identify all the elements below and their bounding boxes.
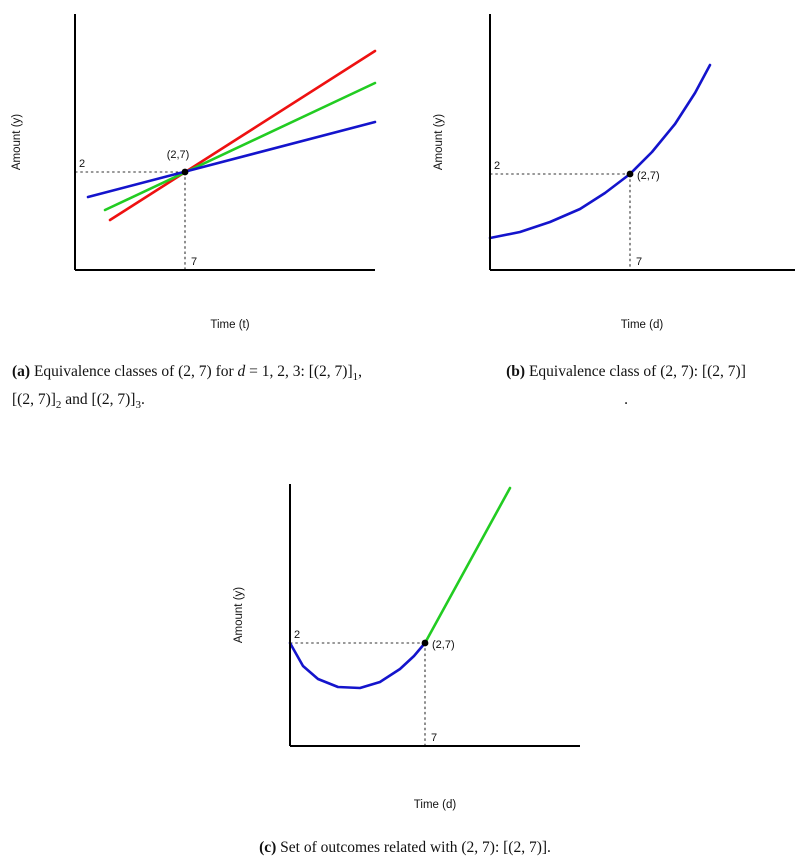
caption-a-text-6: .: [140, 390, 145, 408]
ytick-label: 2: [294, 629, 300, 641]
caption-b: (b) Equivalence class of (2, 7): [(2, 7)…: [452, 358, 800, 414]
ytick-label: 2: [494, 160, 500, 172]
caption-a-var-d: d: [237, 363, 246, 380]
caption-a-sub-2: 2: [55, 398, 62, 411]
point-marker: [181, 168, 189, 176]
x-axis-label: Time (d): [414, 799, 457, 811]
point-marker: [626, 170, 634, 178]
caption-b-label: (b): [506, 363, 526, 380]
caption-a-sub-1: 1: [352, 371, 359, 384]
point-label: (2,7): [432, 639, 455, 651]
ytick-label: 2: [79, 158, 85, 170]
caption-c-text: Set of outcomes related with (2, 7): [(2…: [280, 839, 551, 856]
series-class-d3: [86, 120, 377, 199]
series-equivalence-class: [488, 63, 712, 240]
series-layer: [86, 49, 377, 222]
y-axis-label: Amount (y): [433, 114, 445, 170]
caption-a-text-4: [(2, 7)]: [12, 390, 56, 408]
caption-c: (c) Set of outcomes related with (2, 7):…: [165, 834, 645, 862]
chart-b-plot: 2 7 (2,7) Time (d) Amount (y): [433, 14, 795, 331]
point-label: (2,7): [167, 149, 190, 161]
y-axis-label: Amount (y): [11, 114, 23, 170]
point-marker: [421, 639, 429, 647]
point-label: (2,7): [637, 170, 660, 182]
series-class-d1: [108, 49, 377, 222]
caption-a-text-5: and [(2, 7)]: [61, 390, 136, 408]
series-class-d2: [103, 81, 377, 212]
y-axis-label: Amount (y): [233, 587, 245, 643]
xtick-label: 7: [431, 732, 437, 744]
caption-a-sub-3: 3: [135, 398, 141, 411]
series-layer: [288, 486, 512, 690]
subfigure-a: 2 7 (2,7) Time (t) Amount (y): [0, 8, 390, 343]
subfigure-c: 2 7 (2,7) Time (d) Amount (y): [210, 478, 600, 818]
caption-a: (a) Equivalence classes of (2, 7) for d …: [12, 358, 416, 414]
series-layer: [488, 63, 712, 240]
series-outcome-ray: [423, 486, 512, 645]
chart-a-plot: 2 7 (2,7) Time (t) Amount (y): [11, 14, 377, 331]
subfigure-b: 2 7 (2,7) Time (d) Amount (y): [420, 8, 810, 343]
caption-b-text: Equivalence class of (2, 7): [(2, 7)]: [528, 363, 746, 380]
chart-c-plot: 2 7 (2,7) Time (d) Amount (y): [233, 484, 580, 811]
series-outcome-curve: [288, 641, 427, 690]
caption-a-text-1: Equivalence classes of (2, 7) for: [33, 363, 238, 380]
xtick-label: 7: [636, 256, 642, 268]
caption-b-line2: .: [624, 390, 628, 408]
x-axis-label: Time (t): [210, 319, 249, 331]
caption-c-label: (c): [259, 839, 277, 856]
xtick-label: 7: [191, 256, 197, 268]
caption-a-label: (a): [12, 363, 31, 380]
x-axis-label: Time (d): [621, 319, 664, 331]
caption-a-text-2: = 1, 2, 3: [(2, 7)]: [245, 363, 353, 380]
caption-a-text-3: ,: [358, 363, 362, 380]
